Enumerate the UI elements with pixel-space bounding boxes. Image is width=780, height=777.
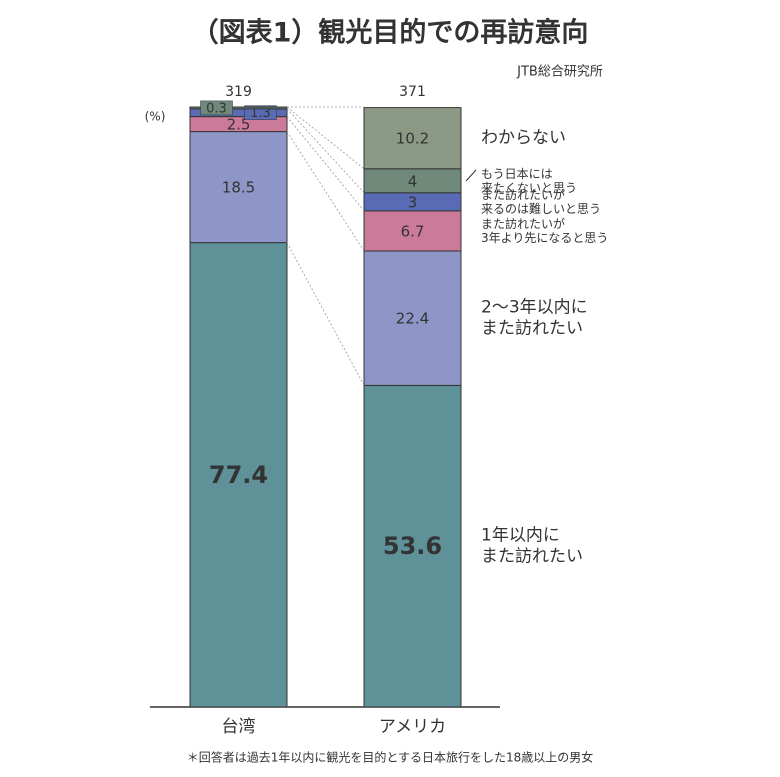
legend-line: 3年より先になると思う xyxy=(481,230,608,244)
bar-segment xyxy=(189,242,288,708)
value-label: 2.5 xyxy=(227,116,251,134)
legend-label: また訪れたいが 3年より先になると思う xyxy=(481,215,608,244)
footnote: ＊回答者は過去1年以内に観光を目的とする日本旅行をした18歳以上の男女 xyxy=(187,750,594,765)
value-label-box xyxy=(200,100,233,116)
legend-line: 来るのは難しいと思う xyxy=(481,200,601,215)
connector xyxy=(286,131,365,252)
n-label: 371 xyxy=(399,84,426,100)
value-label: 1.3 xyxy=(250,106,271,121)
legend-line: また訪れたい xyxy=(481,319,583,339)
legend-label: 2～3年以内にまた訪れたい xyxy=(481,298,588,339)
x-tick-label: アメリカ xyxy=(379,717,446,737)
source: JTB総合研究所 xyxy=(516,65,603,80)
legend-line: また訪れたい xyxy=(481,547,583,567)
value-label: 22.4 xyxy=(396,310,429,328)
legend-label: もう日本には来たくないと思う xyxy=(481,166,577,194)
bar-segment xyxy=(189,106,288,110)
n-label: 319 xyxy=(225,84,252,100)
bar-segment xyxy=(363,384,462,708)
value-label: 6.7 xyxy=(401,222,425,240)
leader xyxy=(465,169,477,182)
value-label: 10.2 xyxy=(396,130,429,148)
value-label: 4 xyxy=(408,172,418,190)
value-label: 0.3 xyxy=(206,101,227,116)
connector xyxy=(286,108,365,194)
value-label: 53.6 xyxy=(383,532,442,560)
connector xyxy=(286,116,365,212)
legend-line: また訪れたいが xyxy=(481,215,565,230)
bar-segment xyxy=(363,168,462,194)
legend-line: もう日本には xyxy=(481,166,553,180)
legend-label: 1年以内にまた訪れたい xyxy=(481,526,583,567)
unit: (%) xyxy=(145,110,166,124)
value-label: 3 xyxy=(408,193,418,211)
legend-label: わからない xyxy=(481,128,566,148)
bar-segment xyxy=(363,250,462,386)
legend-label: また訪れたいが来るのは難しいと思う xyxy=(481,186,601,215)
value-label: 77.4 xyxy=(209,461,268,489)
chart-title: （図表1）観光目的での再訪意向 xyxy=(192,17,589,49)
legend-line: また訪れたいが xyxy=(481,186,565,201)
bar-segment xyxy=(363,107,462,170)
legend-line: わからない xyxy=(481,128,566,148)
x-tick-label: 台湾 xyxy=(222,717,256,737)
connector xyxy=(286,242,365,386)
legend-line: 2～3年以内に xyxy=(481,298,588,318)
bar-segment xyxy=(189,131,288,244)
connector xyxy=(286,106,365,170)
value-label: 18.5 xyxy=(222,179,255,197)
legend-line: 来たくないと思う xyxy=(481,180,577,194)
legend-line: 1年以内に xyxy=(481,526,560,546)
